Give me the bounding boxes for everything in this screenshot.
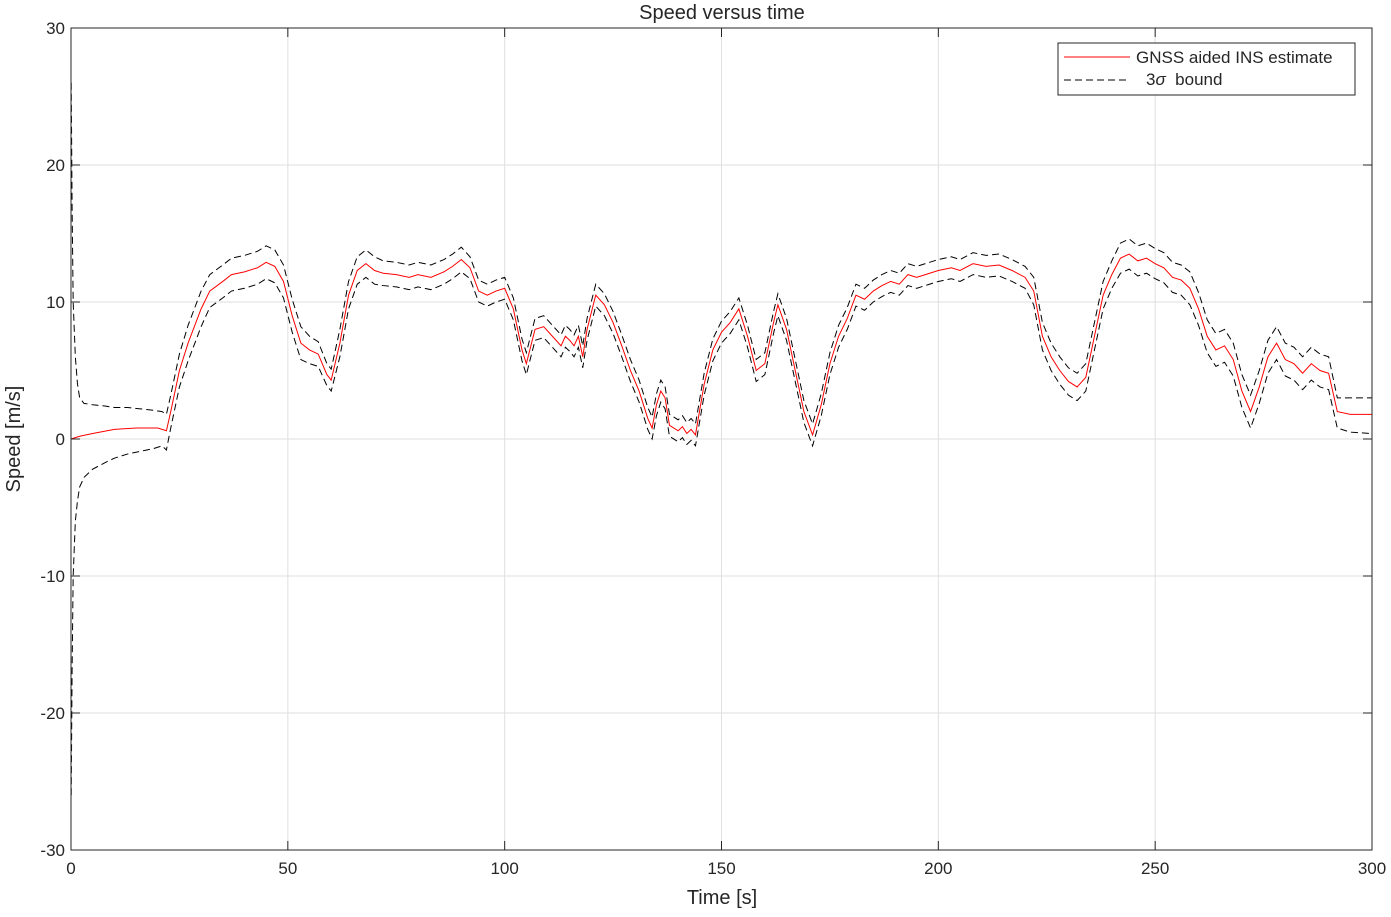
x-tick-label: 200 xyxy=(924,859,952,878)
legend-box xyxy=(1057,42,1356,96)
y-tick-label: 20 xyxy=(46,156,65,175)
y-tick-label: -10 xyxy=(40,567,65,586)
legend-bound-label: 3σ bound xyxy=(1146,70,1222,89)
x-tick-label: 250 xyxy=(1141,859,1169,878)
series-layer xyxy=(70,82,1373,796)
y-tick-label: 10 xyxy=(46,293,65,312)
x-tick-label: 300 xyxy=(1358,859,1386,878)
y-tick-label: -20 xyxy=(40,704,65,723)
estimate-line xyxy=(70,253,1372,440)
legend-bound-prefix: 3 xyxy=(1146,70,1155,89)
grid-layer xyxy=(71,28,1372,850)
legend-estimate-label: GNSS aided INS estimate xyxy=(1136,48,1333,67)
y-tick-label: 0 xyxy=(56,430,65,449)
x-axis-label: Time [s] xyxy=(687,887,757,909)
legend-bound-symbol: σ xyxy=(1155,70,1166,89)
x-tick-label: 0 xyxy=(66,859,75,878)
upper-bound-line xyxy=(70,82,1372,426)
legend-bound-suffix: bound xyxy=(1166,70,1223,89)
y-tick-label: -30 xyxy=(40,841,65,860)
lower-bound-line xyxy=(70,268,1373,796)
x-tick-label: 150 xyxy=(707,859,735,878)
y-tick-label: 30 xyxy=(46,19,65,38)
y-axis-label: Speed [m/s] xyxy=(3,386,25,493)
x-tick-label: 50 xyxy=(278,859,297,878)
x-tick-label: 100 xyxy=(490,859,518,878)
tick-layer: 0 50 100 150 200 250 300 -30 -20 -10 0 10 20 30 xyxy=(40,19,1386,878)
legend: GNSS aided INS estimate 3σ bound xyxy=(1057,42,1356,96)
chart-title: Speed versus time xyxy=(639,2,805,24)
